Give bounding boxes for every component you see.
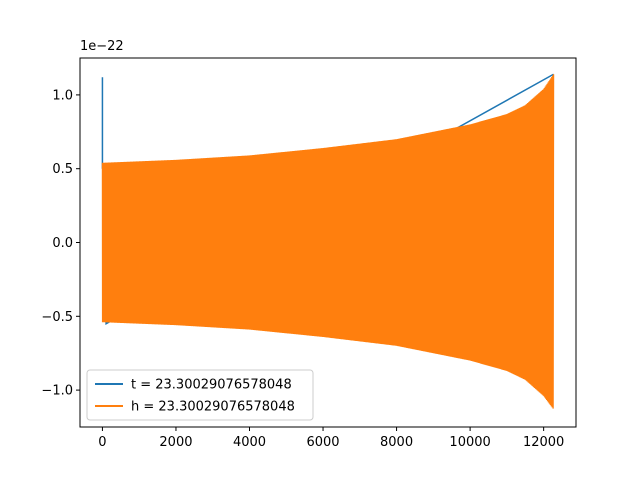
legend-box (86, 369, 314, 421)
x-tick-label: 0 (98, 435, 106, 450)
y-tick-label: −0.5 (41, 310, 73, 325)
x-tick-label: 2000 (159, 435, 192, 450)
y-tick-label: 1.0 (52, 88, 73, 103)
y-tick-label: 0.5 (52, 162, 73, 177)
x-tick-label: 6000 (306, 435, 339, 450)
x-tick-label: 4000 (233, 435, 266, 450)
x-tick-label: 10000 (449, 435, 490, 450)
series-h-line (101, 74, 555, 409)
series-layer (101, 73, 555, 409)
ticks-layer: 0 2000 4000 6000 8000 10000 12000 −1.0 −0.5 0.0 0.… (41, 88, 564, 450)
y-tick-label: −1.0 (41, 384, 73, 399)
legend: t = 23.30029076578048 h = 23.300290765780… (86, 369, 314, 421)
x-tick-label: 8000 (380, 435, 413, 450)
x-tick-label: 12000 (523, 435, 564, 450)
legend-label: t = 23.30029076578048 (131, 378, 292, 393)
legend-label: h = 23.30029076578048 (131, 400, 295, 415)
y-tick-label: 0.0 (52, 236, 73, 251)
y-offset-text: 1e−22 (80, 39, 124, 54)
